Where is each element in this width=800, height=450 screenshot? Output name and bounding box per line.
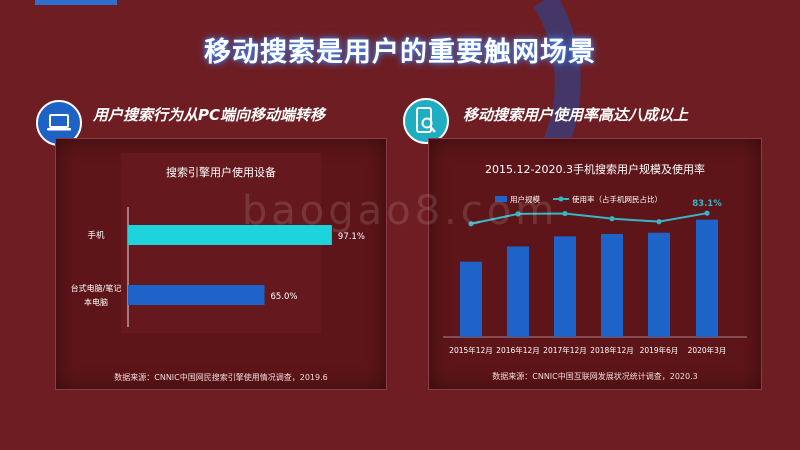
category-label-1: 台式电脑/笔记本电脑 bbox=[71, 283, 122, 307]
x-tick-label-5: 2020年3月 bbox=[688, 345, 727, 355]
page-title: 移动搜索是用户的重要触网场景 bbox=[204, 37, 596, 68]
line-point-1 bbox=[515, 211, 521, 217]
legend-line-marker bbox=[558, 196, 564, 202]
chart-source: 数据来源：CNNIC中国互联网发展状况统计调查，2020.3 bbox=[492, 371, 698, 381]
bar-3 bbox=[601, 233, 623, 337]
chart-title: 2015.12-2020.3手机搜索用户规模及使用率 bbox=[485, 162, 705, 176]
mobile-search-chart-panel: 2015.12-2020.3手机搜索用户规模及使用率用户规模 使用率（占手机网民占… bbox=[428, 138, 762, 390]
bar-5 bbox=[696, 219, 718, 337]
bar-1 bbox=[507, 246, 529, 337]
line-point-0 bbox=[468, 221, 474, 227]
line-point-3 bbox=[609, 216, 615, 222]
x-tick-label-4: 2019年6月 bbox=[640, 345, 679, 355]
right-section-heading: 移动搜索用户使用率高达八成以上 bbox=[463, 106, 689, 124]
x-tick-label-0: 2015年12月 bbox=[449, 345, 493, 355]
x-tick-label-3: 2018年12月 bbox=[590, 345, 634, 355]
category-label-0: 手机 bbox=[87, 230, 105, 241]
legend-bar-label: 用户规模 bbox=[510, 194, 540, 204]
line-point-4 bbox=[656, 219, 662, 225]
legend-bar-swatch bbox=[495, 196, 507, 202]
top-accent-bar bbox=[35, 0, 117, 5]
line-point-2 bbox=[562, 210, 568, 217]
device-usage-chart: 搜索引擎用户使用设备 97.1% 手机 65.0% 台式电脑/笔记本电脑数据来源：CNN… bbox=[71, 153, 365, 382]
highlight-label: 83.1% bbox=[692, 199, 722, 209]
x-tick-label-1: 2016年12月 bbox=[496, 345, 540, 355]
usage-rate-line bbox=[470, 212, 708, 225]
value-label-0: 97.1% bbox=[338, 232, 365, 242]
bar-2 bbox=[554, 236, 576, 337]
line-point-5 bbox=[704, 210, 710, 216]
device-usage-chart-panel: 搜索引擎用户使用设备 97.1% 手机 65.0% 台式电脑/笔记本电脑数据来源：CNN… bbox=[55, 138, 387, 390]
bar-0 bbox=[460, 261, 482, 337]
chart-title: 搜索引擎用户使用设备 bbox=[166, 165, 276, 179]
x-tick-label-2: 2017年12月 bbox=[543, 345, 587, 355]
chart-source: 数据来源：CNNIC中国网民搜索引擎使用情况调查，2019.6 bbox=[114, 372, 328, 382]
left-section-heading: 用户搜索行为从PC端向移动端转移 bbox=[93, 106, 326, 124]
bar-0 bbox=[128, 225, 332, 245]
bar-1 bbox=[128, 285, 265, 305]
value-label-1: 65.0% bbox=[271, 292, 298, 302]
bar-4 bbox=[648, 232, 670, 337]
legend-line-label: 使用率（占手机网民占比） bbox=[572, 194, 662, 204]
watermark: baogao8.com bbox=[241, 188, 559, 234]
mobile-search-icon bbox=[403, 98, 449, 144]
